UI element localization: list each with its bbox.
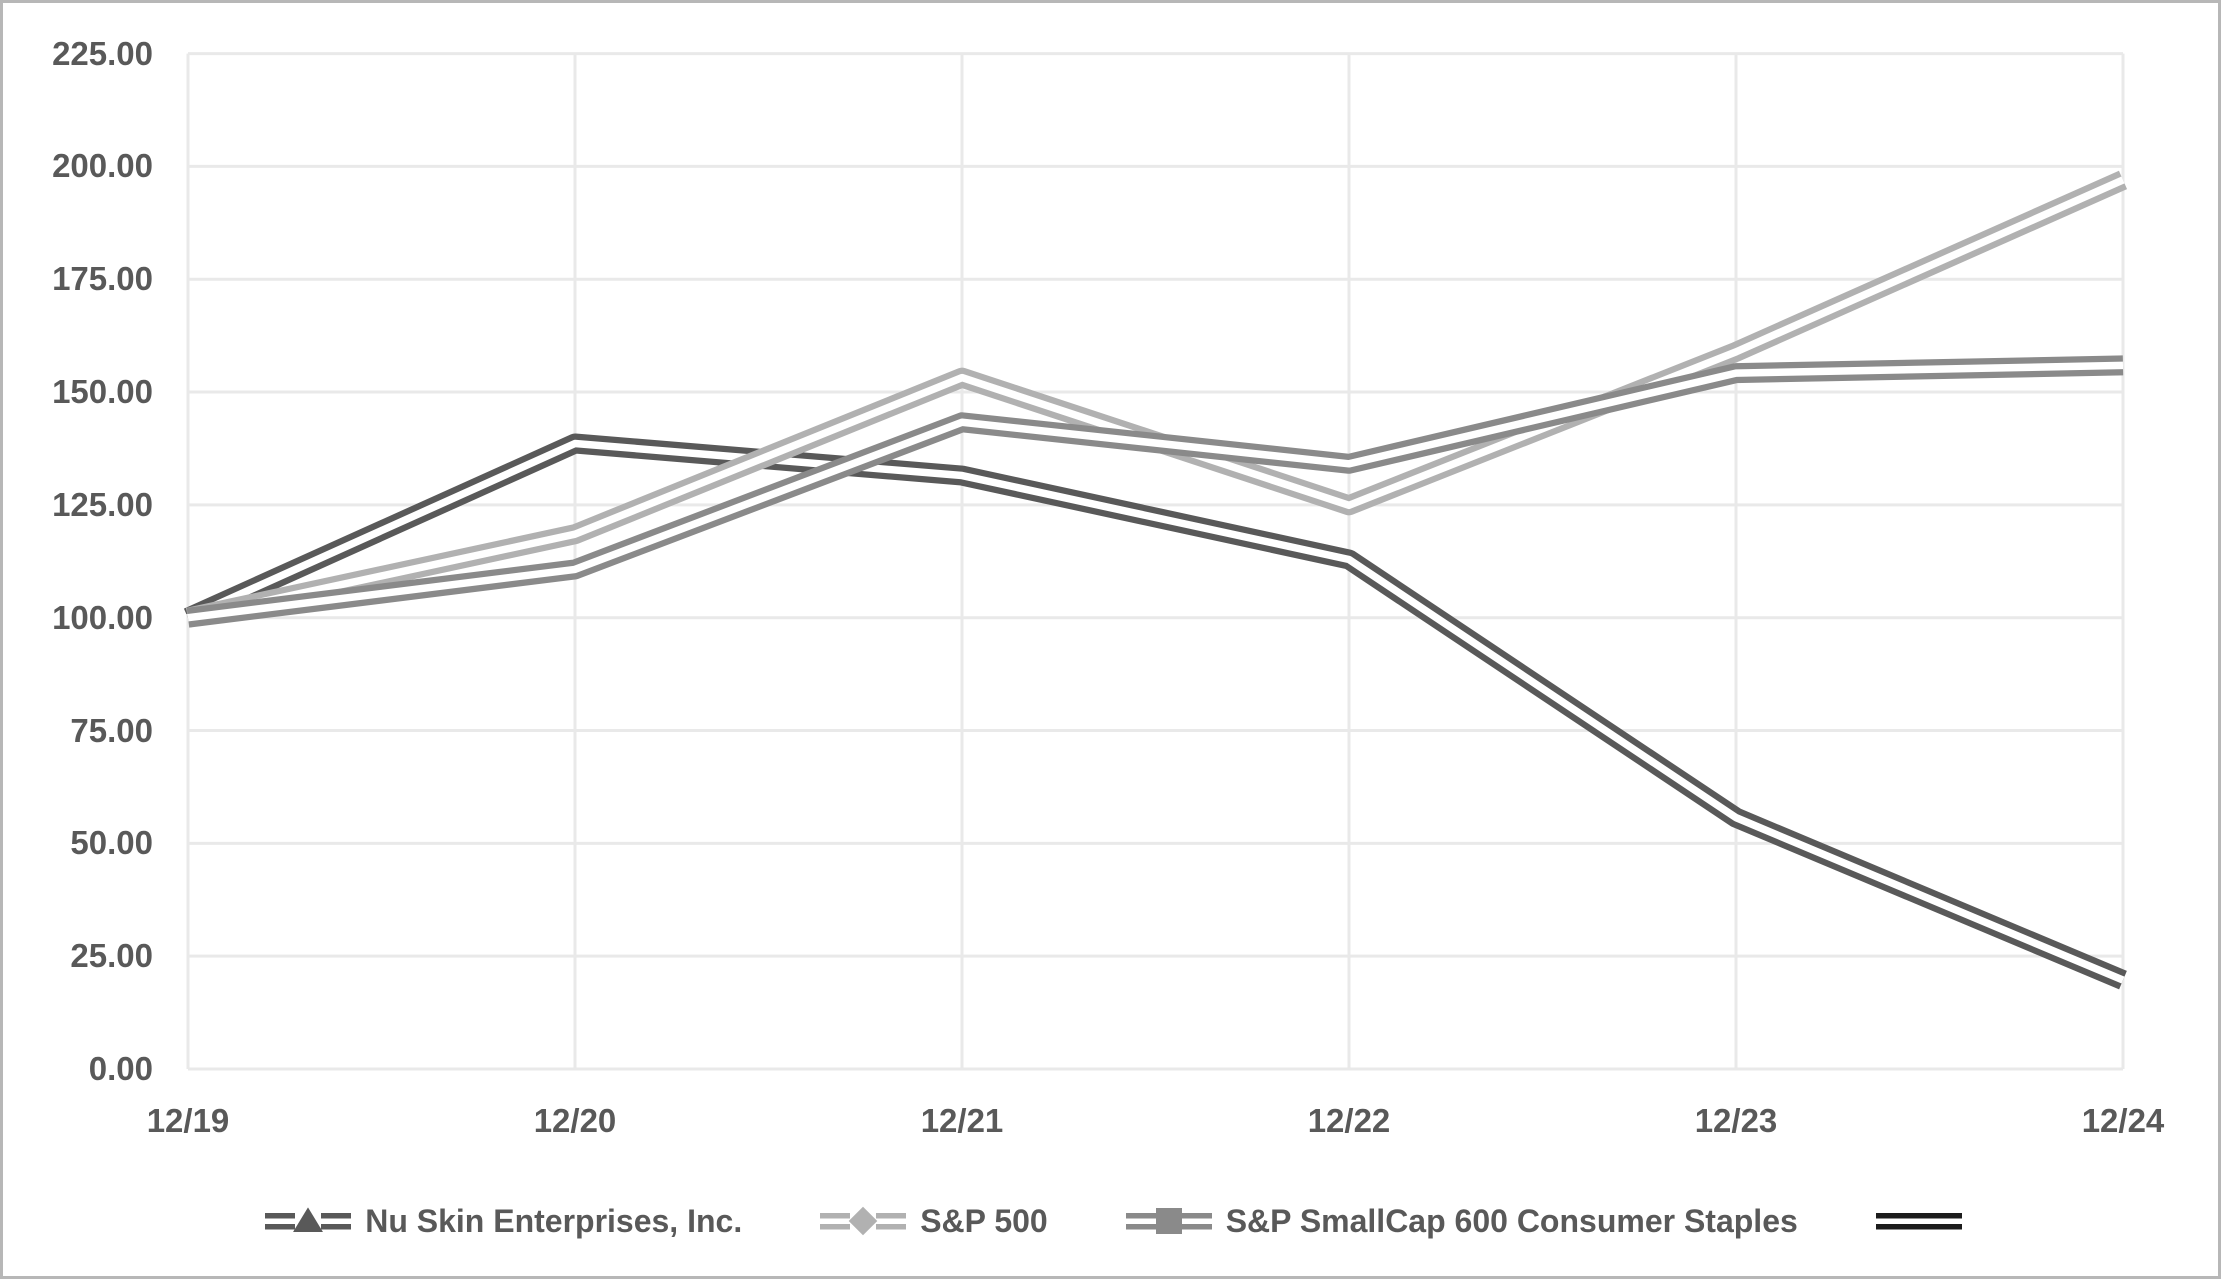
x-axis-label: 12/23 [1694,1102,1778,1139]
x-axis-label: 12/20 [533,1102,617,1139]
square-marker [1155,1208,1182,1234]
y-axis-label: 50.00 [70,824,153,862]
series-1 [185,170,2128,628]
y-axis-label: 125.00 [52,485,153,523]
legend-swatch-triangle [265,1207,352,1233]
legend-label: S&P 500 [920,1202,1048,1239]
x-axis-label: 12/19 [146,1102,230,1139]
legend-item-nu-skin-enterprises-inc: Nu Skin Enterprises, Inc. [265,1203,742,1240]
y-axis-label: 0.00 [88,1050,153,1087]
legend-item-s-p-smallcap-600-consumer-staples: S&P SmallCap 600 Consumer Staples [1125,1202,1798,1240]
y-axis-label: 200.00 [52,147,153,185]
chart-legend: Nu Skin Enterprises, Inc. S&P 500 S&P Smal… [3,1191,2218,1251]
series-2 [186,355,2124,628]
legend-label: Nu Skin Enterprises, Inc. [365,1202,743,1239]
series-0 [183,433,2127,990]
x-axis-label: 12/24 [2081,1102,2165,1139]
y-axis-label: 175.00 [52,260,153,298]
legend-swatch-line [1875,1213,1962,1230]
y-axis-label: 100.00 [52,598,153,636]
chart-plot-area [183,52,2128,1071]
y-axis-label: 75.00 [70,711,153,749]
x-axis-label: 12/22 [1307,1102,1391,1139]
diamond-marker [848,1206,878,1236]
x-axis-label: 12/21 [920,1102,1004,1139]
y-axis-label: 150.00 [52,373,153,411]
y-axis-label: 25.00 [70,937,153,975]
triangle-marker [293,1207,324,1233]
legend-swatch-diamond [820,1206,907,1236]
legend-label: S&P SmallCap 600 Consumer Staples [1225,1202,1798,1239]
legend-item-unnamed [1875,1204,1962,1238]
legend-item-s-p-500: S&P 500 [820,1203,1048,1240]
y-axis-label: 225.00 [52,34,153,72]
legend-swatch-square [1125,1208,1212,1234]
